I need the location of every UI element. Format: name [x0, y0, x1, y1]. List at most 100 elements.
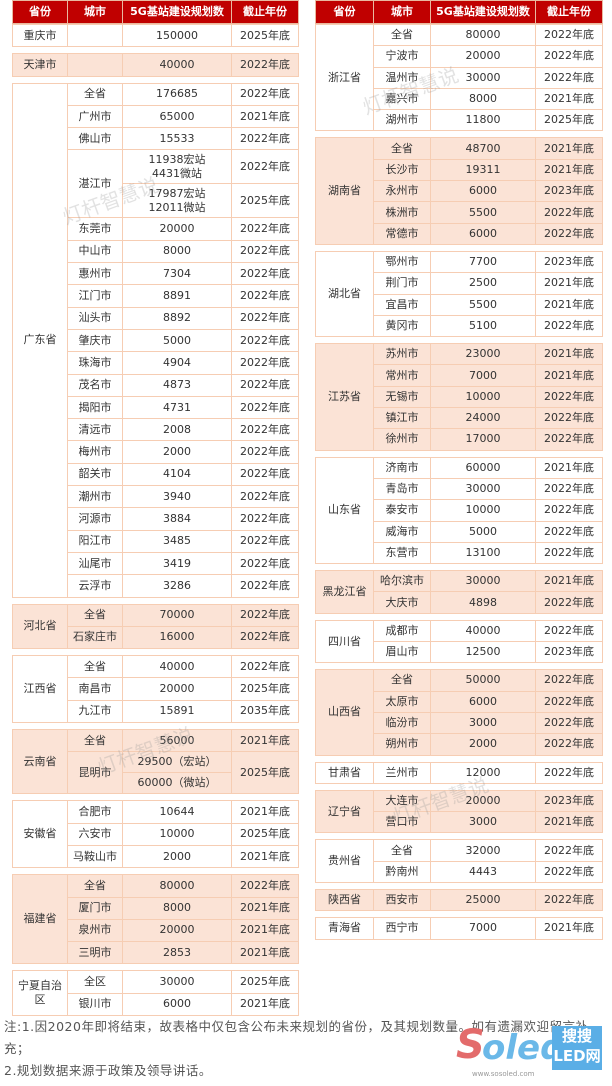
city-cell: 厦门市 — [67, 896, 123, 920]
table-row: 河源市 3884 2022年底 — [13, 507, 299, 531]
city-cell: 昆明市 — [67, 751, 123, 795]
city-cell: 南昌市 — [67, 677, 123, 701]
table-row: 安徽省 合肥市 10644 2021年底 — [12, 800, 299, 869]
table-row: 昆明市 29500（宏站） 2025年底 — [13, 751, 299, 795]
count-cell: 80000 — [122, 874, 232, 898]
count-cell: 2000 — [430, 733, 536, 756]
table-row: 汕尾市 3419 2022年底 — [13, 551, 299, 576]
city-cell: 威海市 — [373, 520, 431, 543]
count-cell: 4873 — [122, 373, 232, 397]
year-cell: 2022年底 — [231, 418, 299, 442]
province-cell: 湖北省 — [315, 250, 374, 338]
year-cell: 2025年底 — [231, 970, 299, 994]
table-row: 珠海市 4904 2022年底 — [13, 351, 299, 375]
logo-url: www.sosoled.com — [472, 1070, 535, 1078]
table-row: 湖州市 11800 2025年底 — [316, 109, 603, 132]
year-cell: 2022年底 — [231, 551, 299, 576]
city-cell: 江门市 — [67, 284, 123, 308]
year-cell: 2023年底 — [535, 180, 603, 203]
year-cell: 2025年底 — [231, 23, 299, 48]
year-cell: 2022年底 — [231, 373, 299, 397]
year-cell: 2022年底 — [535, 541, 603, 565]
table-row: 黄冈市 5100 2022年底 — [316, 314, 603, 338]
table-row: 无锡市 10000 2022年底 — [316, 385, 603, 409]
column-header: 省份 — [12, 0, 68, 24]
year-cell: 2022年底 — [231, 217, 299, 241]
city-cell: 茂名市 — [67, 373, 123, 397]
city-cell: 汕头市 — [67, 306, 123, 330]
right-table: 省份 城市 5G基站建设规划数 截止年份 浙江省 全省 80000 2022年底 宁波市 2000… — [315, 0, 603, 946]
column-header: 省份 — [315, 0, 374, 24]
count-cell: 5500 — [430, 293, 536, 316]
table-row: 大庆市 4898 2022年底 — [316, 591, 603, 614]
table-row: 云南省 全省 56000 2021年底 — [12, 729, 299, 795]
year-cell: 2021年底 — [231, 729, 299, 753]
city-cell: 珠海市 — [67, 351, 123, 375]
year-cell: 2022年底 — [535, 839, 603, 862]
count-cell: 20000 — [430, 45, 536, 68]
city-cell: 荆门市 — [373, 272, 431, 295]
year-cell: 2022年底 — [231, 507, 299, 531]
count-cell: 4898 — [430, 591, 536, 614]
year-cell: 2022年底 — [535, 45, 603, 68]
count-cell: 2008 — [122, 418, 232, 442]
count-cell: 50000 — [430, 669, 536, 692]
year-cell: 2022年底 — [231, 655, 299, 679]
logo-brand: oled — [482, 1028, 565, 1068]
table-row: 四川省 成都市 40000 2022年底 — [315, 619, 603, 664]
city-cell: 宁波市 — [373, 45, 431, 68]
table-row: 辽宁省 大连市 20000 2023年底 — [315, 789, 603, 834]
city-cell: 全省 — [373, 137, 431, 160]
count-cell: 6000 — [430, 222, 536, 245]
count-cell: 40000 — [430, 619, 536, 643]
province-group: 山西省 全省 50000 2022年底 太原市 6000 2022年底 临汾市 3000 2022… — [315, 669, 603, 756]
count-cell: 2000 — [122, 440, 232, 464]
column-header: 5G基站建设规划数 — [430, 0, 536, 24]
city-cell: 全省 — [373, 23, 431, 47]
province-cell: 河北省 — [12, 603, 68, 650]
year-cell: 2022年底 — [535, 66, 603, 89]
province-group: 广东省 全省 176685 2022年底 广州市 65000 2021年底 佛山市 15533 2… — [12, 82, 299, 598]
year-cell: 2023年底 — [535, 641, 603, 664]
city-cell: 温州市 — [373, 66, 431, 89]
city-cell: 广州市 — [67, 104, 123, 129]
count-cell: 3000 — [430, 711, 536, 735]
city-cell: 眉山市 — [373, 641, 431, 664]
city-cell: 梅州市 — [67, 440, 123, 464]
table-row: 韶关市 4104 2022年底 — [13, 462, 299, 487]
table-row: 陕西省 西安市 25000 2022年底 — [315, 888, 603, 912]
city-cell: 苏州市 — [373, 343, 431, 366]
count-cell: 48700 — [430, 137, 536, 160]
table-row: 茂名市 4873 2022年底 — [13, 373, 299, 397]
province-cell: 云南省 — [12, 729, 68, 795]
column-header: 城市 — [67, 0, 123, 24]
year-cell: 2022年底 — [231, 395, 299, 420]
count-cell: 11800 — [430, 109, 536, 132]
count-cell: 3286 — [122, 574, 232, 598]
province-cell: 湖南省 — [315, 137, 374, 245]
table-row: 肇庆市 5000 2022年底 — [13, 328, 299, 353]
city-cell: 湛江市 — [67, 149, 123, 219]
column-header: 城市 — [373, 0, 431, 24]
province-group: 湖北省 鄂州市 7700 2023年底 荆门市 2500 2021年底 宜昌市 5500 2021… — [315, 250, 603, 338]
city-cell: 永州市 — [373, 180, 431, 203]
city-cell: 镇江市 — [373, 407, 431, 430]
city-cell: 大连市 — [373, 789, 431, 813]
city-cell: 全省 — [67, 874, 123, 898]
year-cell: 2022年底 — [231, 328, 299, 353]
year-cell: 2021年底 — [535, 87, 603, 111]
year-cell: 2022年底 — [231, 149, 299, 185]
city-cell: 全省 — [67, 603, 123, 627]
soled-logo: S oled 搜搜 LED网 www.sosoled.com — [456, 1022, 606, 1084]
city-cell: 大庆市 — [373, 591, 431, 614]
table-row: 黑龙江省 哈尔滨市 30000 2021年底 — [315, 570, 603, 614]
city-cell: 成都市 — [373, 619, 431, 643]
table-row: 厦门市 8000 2021年底 — [13, 896, 299, 920]
province-group: 贵州省 全省 32000 2022年底 黔南州 4443 2022年底 — [315, 839, 603, 883]
city-cell: 马鞍山市 — [67, 844, 123, 869]
table-row: 山西省 全省 50000 2022年底 — [315, 669, 603, 756]
count-cell: 17987宏站 12011微站 — [122, 183, 232, 219]
table-row: 三明市 2853 2021年底 — [13, 941, 299, 965]
year-cell: 2025年底 — [231, 822, 299, 846]
table-row: 天津市 40000 2022年底 — [12, 53, 299, 77]
